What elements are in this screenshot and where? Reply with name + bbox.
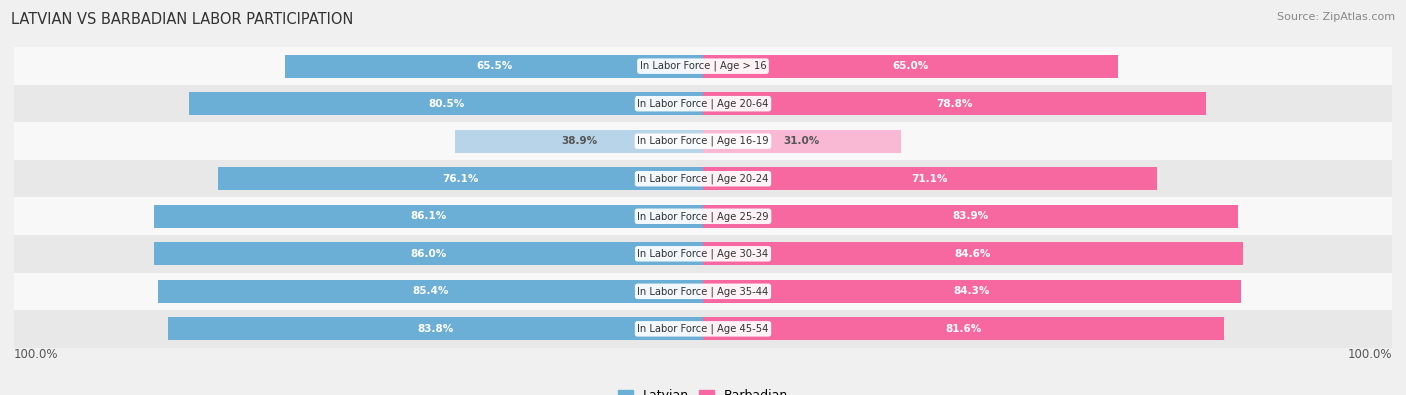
Text: 100.0%: 100.0% bbox=[1347, 348, 1392, 361]
Text: 85.4%: 85.4% bbox=[412, 286, 449, 296]
Bar bbox=[703, 280, 1240, 303]
Text: 71.1%: 71.1% bbox=[911, 174, 948, 184]
Bar bbox=[14, 122, 1392, 160]
Text: In Labor Force | Age 45-54: In Labor Force | Age 45-54 bbox=[637, 324, 769, 334]
Text: 83.8%: 83.8% bbox=[418, 324, 454, 334]
Bar bbox=[190, 92, 703, 115]
Text: 86.1%: 86.1% bbox=[411, 211, 447, 221]
Bar bbox=[703, 130, 901, 153]
Bar bbox=[703, 55, 1118, 78]
Legend: Latvian, Barbadian: Latvian, Barbadian bbox=[613, 384, 793, 395]
Text: 81.6%: 81.6% bbox=[945, 324, 981, 334]
Text: 31.0%: 31.0% bbox=[783, 136, 820, 146]
Text: In Labor Force | Age 20-64: In Labor Force | Age 20-64 bbox=[637, 98, 769, 109]
Text: In Labor Force | Age 30-34: In Labor Force | Age 30-34 bbox=[637, 248, 769, 259]
Text: Source: ZipAtlas.com: Source: ZipAtlas.com bbox=[1277, 12, 1395, 22]
Bar bbox=[703, 167, 1157, 190]
Bar bbox=[456, 130, 703, 153]
Bar bbox=[153, 205, 703, 228]
Text: In Labor Force | Age 35-44: In Labor Force | Age 35-44 bbox=[637, 286, 769, 297]
Bar bbox=[14, 198, 1392, 235]
Text: 83.9%: 83.9% bbox=[952, 211, 988, 221]
Text: In Labor Force | Age 25-29: In Labor Force | Age 25-29 bbox=[637, 211, 769, 222]
Text: 76.1%: 76.1% bbox=[441, 174, 478, 184]
Bar bbox=[14, 235, 1392, 273]
Text: 86.0%: 86.0% bbox=[411, 249, 447, 259]
Text: 78.8%: 78.8% bbox=[936, 99, 973, 109]
Bar bbox=[14, 47, 1392, 85]
Bar bbox=[155, 242, 703, 265]
Bar bbox=[14, 85, 1392, 122]
Bar bbox=[14, 310, 1392, 348]
Text: In Labor Force | Age > 16: In Labor Force | Age > 16 bbox=[640, 61, 766, 71]
Bar bbox=[14, 273, 1392, 310]
Bar bbox=[159, 280, 703, 303]
Bar bbox=[14, 160, 1392, 198]
Bar bbox=[218, 167, 703, 190]
Bar bbox=[703, 317, 1223, 340]
Bar bbox=[703, 92, 1206, 115]
Text: 84.3%: 84.3% bbox=[953, 286, 990, 296]
Bar bbox=[703, 242, 1243, 265]
Text: 84.6%: 84.6% bbox=[955, 249, 991, 259]
Text: In Labor Force | Age 20-24: In Labor Force | Age 20-24 bbox=[637, 173, 769, 184]
Text: 65.5%: 65.5% bbox=[477, 61, 512, 71]
Text: 65.0%: 65.0% bbox=[893, 61, 928, 71]
Text: 38.9%: 38.9% bbox=[561, 136, 598, 146]
Text: In Labor Force | Age 16-19: In Labor Force | Age 16-19 bbox=[637, 136, 769, 147]
Bar bbox=[169, 317, 703, 340]
Bar bbox=[703, 205, 1239, 228]
Bar bbox=[285, 55, 703, 78]
Text: LATVIAN VS BARBADIAN LABOR PARTICIPATION: LATVIAN VS BARBADIAN LABOR PARTICIPATION bbox=[11, 12, 354, 27]
Text: 80.5%: 80.5% bbox=[427, 99, 464, 109]
Text: 100.0%: 100.0% bbox=[14, 348, 59, 361]
